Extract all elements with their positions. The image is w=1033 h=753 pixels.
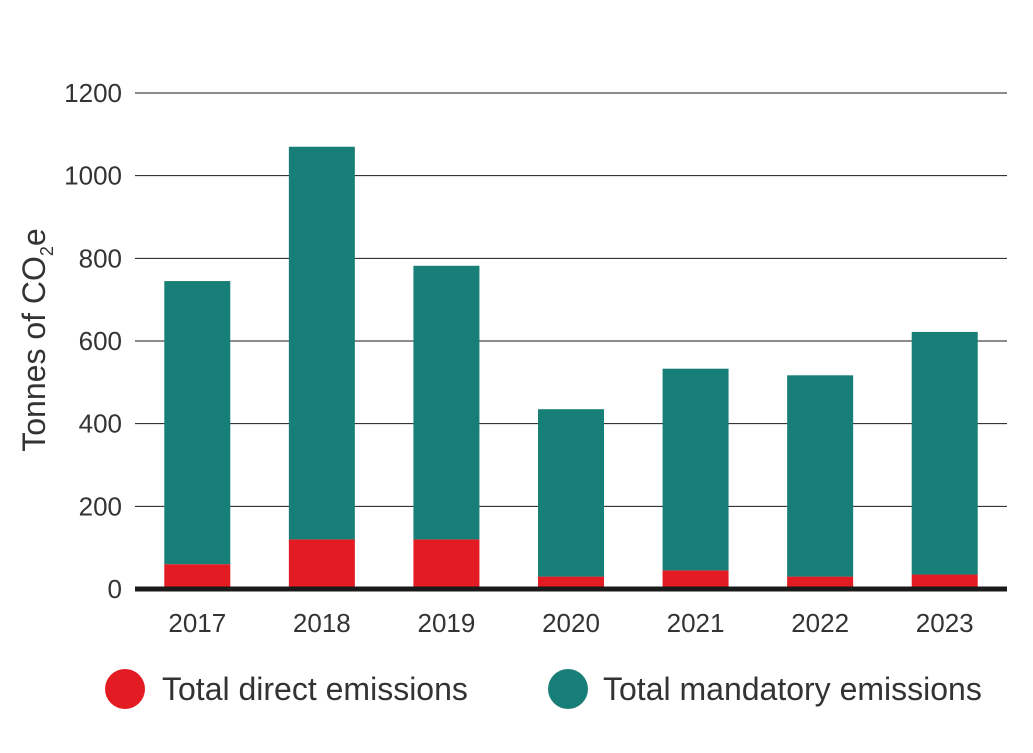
x-tick-label: 2018 [293, 608, 351, 638]
y-tick-label: 1200 [64, 78, 122, 108]
bar-mandatory-2020 [538, 409, 604, 577]
gridlines [135, 92, 1007, 507]
y-axis-title-subscript: 2 [37, 246, 57, 256]
x-tick-label: 2023 [916, 608, 974, 638]
bars [164, 146, 978, 589]
bar-mandatory-2018 [288, 146, 355, 540]
legend-swatch-mandatory [548, 669, 588, 709]
bar-direct-2020 [538, 576, 604, 589]
bar-direct-2022 [787, 576, 854, 589]
bar-direct-2018 [288, 539, 355, 589]
y-tick-label: 400 [79, 409, 122, 439]
bar-mandatory-2023 [911, 331, 978, 575]
bar-mandatory-2017 [164, 281, 231, 565]
y-axis-title-main: Tonnes of CO [16, 256, 52, 452]
x-axis-ticks: 2017 2018 2019 2020 2021 2022 2023 [168, 608, 973, 638]
y-tick-label: 0 [108, 574, 122, 604]
bar-mandatory-2019 [413, 265, 480, 540]
y-tick-label: 600 [79, 326, 122, 356]
bar-direct-2017 [164, 564, 231, 589]
y-axis-ticks: 0 200 400 600 800 1000 1200 [64, 78, 122, 604]
bar-mandatory-2021 [662, 368, 729, 571]
x-tick-label: 2021 [667, 608, 725, 638]
x-tick-label: 2020 [542, 608, 600, 638]
legend-label-direct: Total direct emissions [162, 671, 468, 707]
bar-direct-2023 [911, 574, 978, 589]
y-axis-title-suffix: e [16, 228, 52, 246]
bar-mandatory-2022 [787, 375, 854, 577]
bar-direct-2021 [662, 570, 729, 589]
x-tick-label: 2017 [168, 608, 226, 638]
y-axis-title: Tonnes of CO2e [16, 228, 57, 451]
legend-label-mandatory: Total mandatory emissions [603, 671, 982, 707]
x-tick-label: 2022 [791, 608, 849, 638]
y-tick-label: 800 [79, 243, 122, 273]
legend-item-direct: Total direct emissions [105, 669, 468, 709]
bar-direct-2019 [413, 539, 480, 589]
legend: Total direct emissions Total mandatory e… [105, 669, 982, 709]
legend-swatch-direct [105, 669, 145, 709]
legend-item-mandatory: Total mandatory emissions [548, 669, 982, 709]
x-tick-label: 2019 [418, 608, 476, 638]
y-tick-label: 200 [79, 491, 122, 521]
y-tick-label: 1000 [64, 161, 122, 191]
